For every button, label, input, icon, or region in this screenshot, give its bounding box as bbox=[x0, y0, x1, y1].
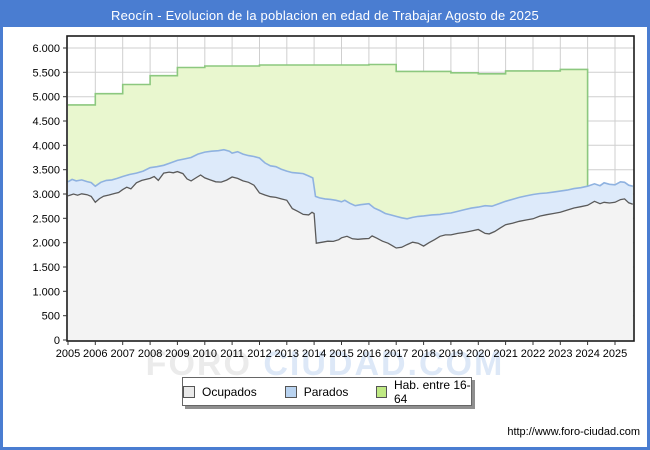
legend-label: Hab. entre 16-64 bbox=[393, 377, 471, 406]
svg-text:2018: 2018 bbox=[411, 348, 435, 360]
legend-swatch-icon bbox=[284, 385, 297, 398]
series-ocupados bbox=[67, 170, 634, 340]
svg-text:4.500: 4.500 bbox=[32, 116, 60, 128]
svg-text:3.000: 3.000 bbox=[32, 189, 60, 201]
svg-text:2009: 2009 bbox=[165, 348, 189, 360]
svg-text:2006: 2006 bbox=[83, 348, 107, 360]
legend-label: Ocupados bbox=[202, 384, 257, 399]
svg-text:500: 500 bbox=[42, 311, 60, 323]
svg-text:4.000: 4.000 bbox=[32, 140, 60, 152]
svg-text:2013: 2013 bbox=[275, 348, 299, 360]
svg-text:2024: 2024 bbox=[575, 348, 599, 360]
svg-text:1.000: 1.000 bbox=[32, 286, 60, 298]
svg-text:5.500: 5.500 bbox=[32, 67, 60, 79]
svg-text:2021: 2021 bbox=[493, 348, 517, 360]
legend-swatch-icon bbox=[183, 385, 195, 398]
svg-text:0: 0 bbox=[54, 335, 60, 347]
svg-text:2014: 2014 bbox=[302, 348, 326, 360]
svg-text:2.000: 2.000 bbox=[32, 238, 60, 250]
svg-text:3.500: 3.500 bbox=[32, 165, 60, 177]
svg-text:1.500: 1.500 bbox=[32, 262, 60, 274]
population-evolution-chart: 0 500 1.000 1.500 2.000 2.500 3.000 3.500 4.000 4… bbox=[32, 35, 635, 360]
svg-text:2022: 2022 bbox=[521, 348, 545, 360]
footer-url: http://www.foro-ciudad.com bbox=[507, 426, 640, 438]
svg-text:2007: 2007 bbox=[110, 348, 134, 360]
svg-text:2025: 2025 bbox=[603, 348, 627, 360]
svg-text:2008: 2008 bbox=[138, 348, 162, 360]
svg-text:2011: 2011 bbox=[220, 348, 244, 360]
legend-swatch-icon bbox=[376, 385, 387, 398]
watermark: FORO CIUDAD.COM bbox=[3, 345, 647, 384]
chart-title: Reocín - Evolucion de la poblacion en ed… bbox=[111, 7, 539, 23]
watermark-part2: CIUDAD.COM bbox=[263, 345, 505, 383]
svg-text:6.000: 6.000 bbox=[32, 43, 60, 55]
legend-label: Parados bbox=[303, 384, 349, 399]
legend-item-ocupados: Ocupados bbox=[183, 385, 257, 399]
legend-box: Ocupados Parados Hab. entre 16-64 bbox=[182, 377, 472, 406]
svg-text:2017: 2017 bbox=[384, 348, 408, 360]
svg-text:2010: 2010 bbox=[193, 348, 217, 360]
svg-text:2020: 2020 bbox=[466, 348, 490, 360]
legend-item-hab-entre-16-64: Hab. entre 16-64 bbox=[376, 378, 471, 406]
svg-text:2016: 2016 bbox=[357, 348, 381, 360]
legend-item-parados: Parados bbox=[284, 384, 349, 399]
title-bar: Reocín - Evolucion de la poblacion en ed… bbox=[3, 3, 647, 27]
svg-text:2005: 2005 bbox=[56, 348, 80, 360]
watermark-part1: FORO bbox=[145, 345, 252, 383]
plot-border bbox=[66, 35, 635, 342]
y-axis: 0 500 1.000 1.500 2.000 2.500 3.000 3.500 4.000 4… bbox=[32, 43, 67, 347]
svg-text:2019: 2019 bbox=[439, 348, 463, 360]
svg-text:5.000: 5.000 bbox=[32, 92, 60, 104]
svg-text:2012: 2012 bbox=[247, 348, 271, 360]
svg-text:2015: 2015 bbox=[329, 348, 353, 360]
svg-text:2023: 2023 bbox=[548, 348, 572, 360]
svg-text:2.500: 2.500 bbox=[32, 213, 60, 225]
x-axis: 2005 2006 2007 2008 2009 2010 2011 2012 2013 2014… bbox=[56, 341, 627, 360]
